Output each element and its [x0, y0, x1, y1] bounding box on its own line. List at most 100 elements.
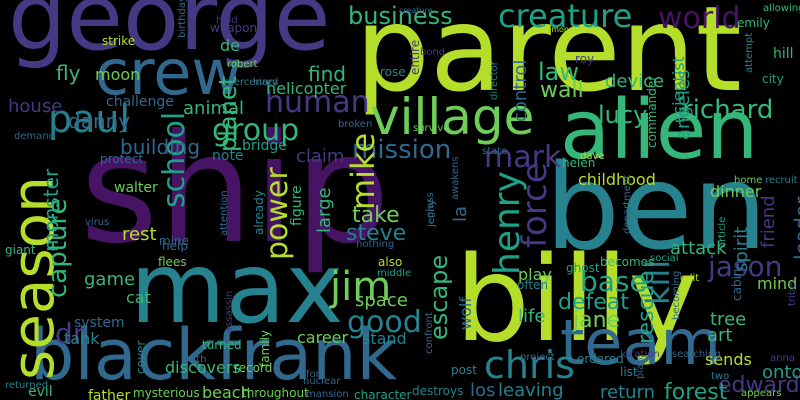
word-sends: sends	[705, 350, 752, 369]
word-paul: paul	[48, 97, 131, 141]
word-dinner: dinner	[710, 182, 762, 201]
word-challenge: challenge	[106, 94, 174, 110]
word-project: project	[520, 352, 555, 363]
word-attention: attention	[219, 190, 230, 236]
word-destroys: destroys	[412, 384, 464, 398]
word-base: base	[580, 265, 647, 298]
word-becomes: becomes	[600, 255, 655, 269]
word-state: state	[482, 146, 508, 157]
word-forest: forest	[664, 380, 728, 400]
word-rest: rest	[122, 224, 157, 245]
word-demand: demand	[14, 131, 56, 142]
word-tank: tank	[64, 329, 100, 348]
word-career: career	[297, 328, 349, 347]
word-strike: strike	[102, 34, 136, 48]
word-father: father	[88, 388, 131, 400]
word-fort: fort	[306, 369, 324, 380]
word-animal: animal	[183, 98, 245, 119]
word-jason: jason	[708, 250, 783, 283]
word-article: article	[717, 216, 728, 248]
word-angeles: angeles	[673, 69, 694, 140]
word-character: character	[354, 388, 412, 400]
word-protect: protect	[100, 152, 144, 166]
word-plan: plan	[635, 357, 646, 379]
word-human: human	[265, 85, 370, 120]
word-force: force	[515, 162, 555, 248]
word-cat: cat	[126, 288, 151, 307]
word-hill: hill	[773, 46, 794, 62]
word-two: two	[711, 371, 730, 382]
word-walter: walter	[114, 180, 158, 196]
word-appears: appears	[741, 388, 782, 399]
word-good: good	[347, 305, 422, 340]
word-bridge: bridge	[242, 138, 287, 154]
word-leaving: leaving	[498, 380, 564, 400]
word-art: art	[707, 325, 733, 346]
word-find: find	[308, 62, 346, 86]
word-creature: creature	[498, 0, 633, 35]
word-building: building	[120, 135, 201, 159]
word-robert: robert	[227, 59, 258, 70]
word-business: business	[348, 2, 453, 30]
word-beach: beach	[202, 383, 251, 400]
word-fly: fly	[56, 61, 81, 85]
word-birthday: birthday	[177, 0, 188, 38]
word-life: life	[518, 306, 546, 327]
word-george: george	[8, 0, 331, 71]
word-dr: dr	[55, 317, 85, 350]
word-edit: edit	[680, 273, 700, 284]
word-survive: survive	[413, 123, 450, 134]
word-law: law	[538, 58, 580, 86]
word-de: de	[220, 36, 240, 55]
word-take: take	[352, 203, 400, 228]
word-monster: monster	[39, 168, 63, 252]
word-onto: onto	[762, 362, 800, 383]
word-confront: confront	[424, 312, 435, 354]
word-dave: dave	[580, 151, 605, 162]
word-mark: mark	[484, 140, 562, 175]
word-stand: stand	[362, 329, 407, 348]
word-mind: mind	[757, 274, 798, 293]
word-also: also	[378, 255, 403, 269]
word-jane: jane	[573, 308, 621, 333]
word-returned: returned	[5, 380, 49, 391]
word-parent: parent	[355, 0, 742, 118]
word-broken: broken	[338, 119, 373, 130]
word-throughout: throughout	[242, 386, 309, 400]
word-game: game	[84, 269, 136, 290]
word-wall: wall	[540, 78, 584, 103]
word-mike: mike	[344, 132, 382, 210]
word-figure: figure	[289, 185, 305, 226]
word-note: note	[212, 148, 244, 164]
word-rescue: rescue	[634, 270, 659, 344]
word-play: play	[518, 265, 552, 284]
word-la: la	[450, 205, 471, 222]
word-nuclear: nuclear	[303, 376, 341, 387]
word-weapon: weapon	[210, 21, 258, 35]
word-claim: claim	[296, 146, 345, 167]
word-attempt: attempt	[744, 32, 755, 73]
word-cover: cover	[134, 340, 148, 374]
word-diamond: diamond	[539, 25, 575, 34]
word-discovers: discovers	[165, 358, 241, 377]
word-creature2: creature	[399, 6, 433, 15]
word-group: group	[212, 113, 300, 148]
word-los: los	[470, 380, 496, 400]
word-world: world	[658, 1, 741, 36]
word-often: often	[517, 278, 549, 292]
word-richard: richard	[682, 95, 774, 125]
word-large: large	[314, 187, 335, 233]
word-anna: anna	[770, 353, 795, 364]
word-tribe: tribe	[787, 282, 798, 306]
word-device: device	[605, 71, 665, 92]
word-department: department	[622, 174, 633, 234]
word-mansion: mansion	[306, 389, 349, 400]
word-return: return	[600, 382, 656, 400]
word-billy: billy	[455, 230, 699, 368]
word-ship: ship	[80, 103, 391, 277]
word-helicopter: helicopter	[266, 79, 347, 98]
word-mysterious: mysterious	[133, 386, 200, 400]
word-nothing: nothing	[356, 239, 395, 250]
word-birth: birth	[183, 354, 207, 365]
